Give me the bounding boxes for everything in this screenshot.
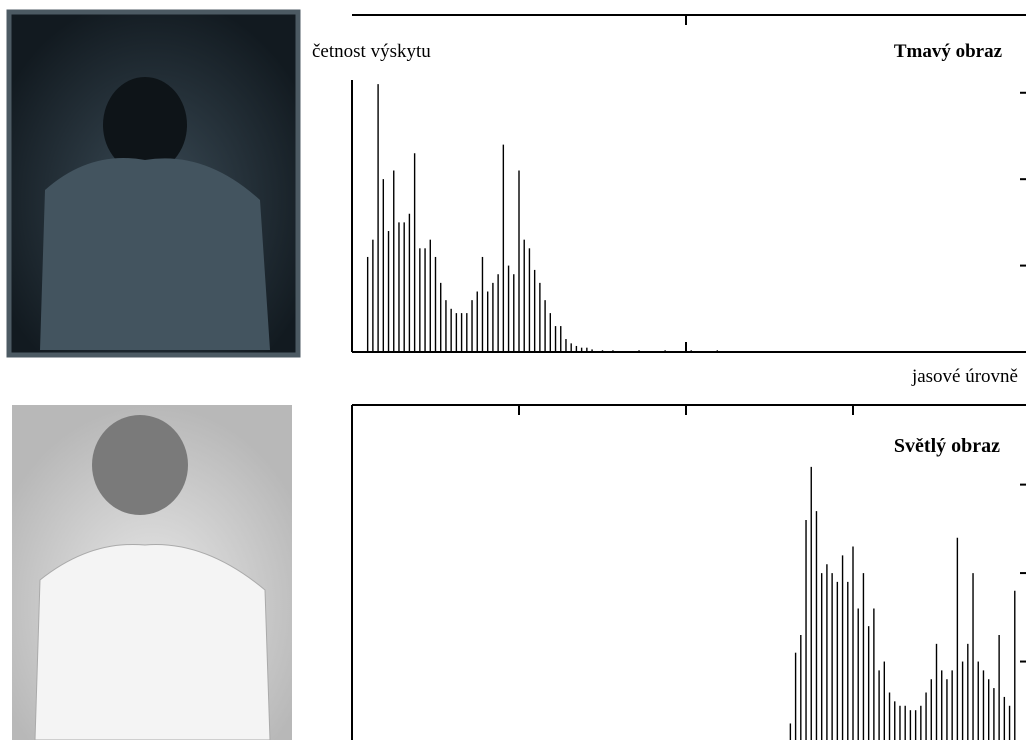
y-axis-label: četnost výskytu xyxy=(312,41,431,62)
chart-title: Světlý obraz xyxy=(894,435,1000,457)
x-axis-label: jasové úrovně xyxy=(911,366,1018,387)
dark-photo xyxy=(6,9,301,358)
light-photo xyxy=(12,405,292,740)
chart-title: Tmavý obraz xyxy=(894,41,1003,62)
